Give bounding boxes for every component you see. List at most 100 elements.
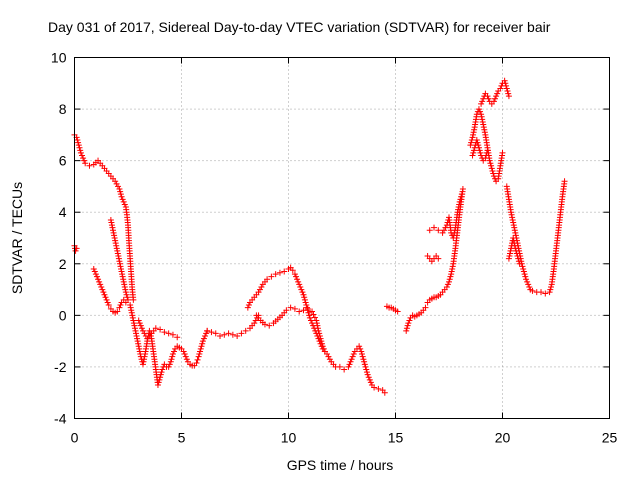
data-point	[129, 314, 136, 321]
data-point	[121, 283, 128, 290]
data-point	[203, 330, 210, 337]
data-point	[403, 325, 410, 332]
data-point	[317, 335, 324, 342]
data-point	[456, 198, 463, 205]
data-point	[295, 278, 302, 285]
data-point	[357, 345, 364, 352]
data-point	[117, 302, 124, 309]
data-point	[135, 317, 142, 324]
series-late-descent	[324, 343, 388, 396]
data-point	[276, 269, 283, 276]
data-point	[506, 250, 513, 257]
data-point	[484, 93, 491, 100]
data-point	[510, 222, 517, 229]
data-point	[482, 155, 489, 162]
plot-frame	[74, 57, 610, 419]
data-point	[503, 85, 510, 92]
data-point	[358, 348, 365, 355]
data-point	[114, 250, 121, 257]
data-point	[212, 330, 219, 337]
data-point	[426, 227, 433, 234]
data-point	[546, 289, 553, 296]
data-point	[138, 325, 145, 332]
data-point	[122, 286, 129, 293]
series-lower-descending	[90, 265, 129, 316]
data-point	[115, 183, 122, 190]
series-plateau	[204, 312, 262, 339]
data-point	[116, 304, 123, 311]
data-point	[111, 235, 118, 241]
data-point	[459, 186, 466, 193]
x-tick-label: 25	[602, 430, 618, 446]
data-point	[525, 281, 532, 288]
data-point	[548, 283, 555, 290]
data-point	[255, 289, 262, 296]
data-point	[115, 253, 122, 260]
data-point	[492, 95, 499, 102]
data-point	[139, 327, 146, 334]
data-point	[116, 258, 123, 265]
x-tick-label: 5	[178, 430, 186, 446]
data-point	[113, 245, 120, 252]
data-point	[471, 126, 478, 133]
data-point	[361, 358, 368, 365]
data-point	[394, 308, 401, 315]
y-tick-label: 10	[51, 50, 67, 66]
data-point	[300, 307, 307, 314]
data-point	[137, 322, 144, 329]
data-point	[477, 108, 484, 115]
data-point	[80, 155, 87, 162]
data-point	[448, 268, 455, 275]
data-point	[135, 340, 142, 347]
data-point	[197, 348, 204, 355]
data-point	[174, 334, 181, 341]
data-point	[112, 240, 119, 247]
data-point	[200, 335, 207, 342]
data-point	[123, 291, 130, 298]
data-point	[182, 353, 189, 360]
data-point	[169, 353, 176, 360]
data-point	[133, 330, 140, 337]
y-tick-label: 6	[59, 153, 67, 169]
data-point	[115, 255, 122, 262]
data-point	[99, 286, 106, 293]
data-point	[102, 294, 109, 301]
data-point	[516, 260, 523, 267]
data-point	[217, 332, 224, 339]
data-point	[455, 206, 462, 213]
data-point	[522, 273, 529, 280]
data-point	[299, 289, 306, 296]
data-point	[130, 296, 137, 303]
y-tick-label: 8	[59, 101, 67, 117]
data-point	[113, 180, 120, 187]
data-point	[324, 351, 331, 358]
data-point	[221, 331, 228, 338]
data-point	[298, 286, 305, 293]
data-point	[311, 314, 318, 321]
data-point	[349, 353, 356, 360]
data-point	[297, 283, 304, 290]
data-point	[242, 327, 249, 334]
data-point	[141, 356, 148, 363]
data-point	[128, 307, 135, 314]
data-point	[497, 85, 504, 92]
data-point	[180, 348, 187, 355]
data-point	[319, 340, 326, 347]
data-point	[110, 229, 117, 236]
data-point	[133, 332, 140, 339]
data-point	[181, 351, 188, 358]
data-point	[486, 157, 493, 164]
data-point	[507, 247, 514, 254]
data-point	[469, 134, 476, 141]
data-point	[86, 162, 93, 169]
x-tick-label: 15	[388, 430, 404, 446]
data-point	[301, 296, 308, 303]
data-point	[130, 317, 137, 324]
data-point	[196, 351, 203, 358]
y-tick-label: -2	[54, 359, 67, 375]
data-point	[493, 93, 500, 100]
data-point	[479, 116, 486, 123]
data-point	[446, 276, 453, 283]
data-point	[302, 299, 309, 306]
data-point	[152, 325, 159, 332]
